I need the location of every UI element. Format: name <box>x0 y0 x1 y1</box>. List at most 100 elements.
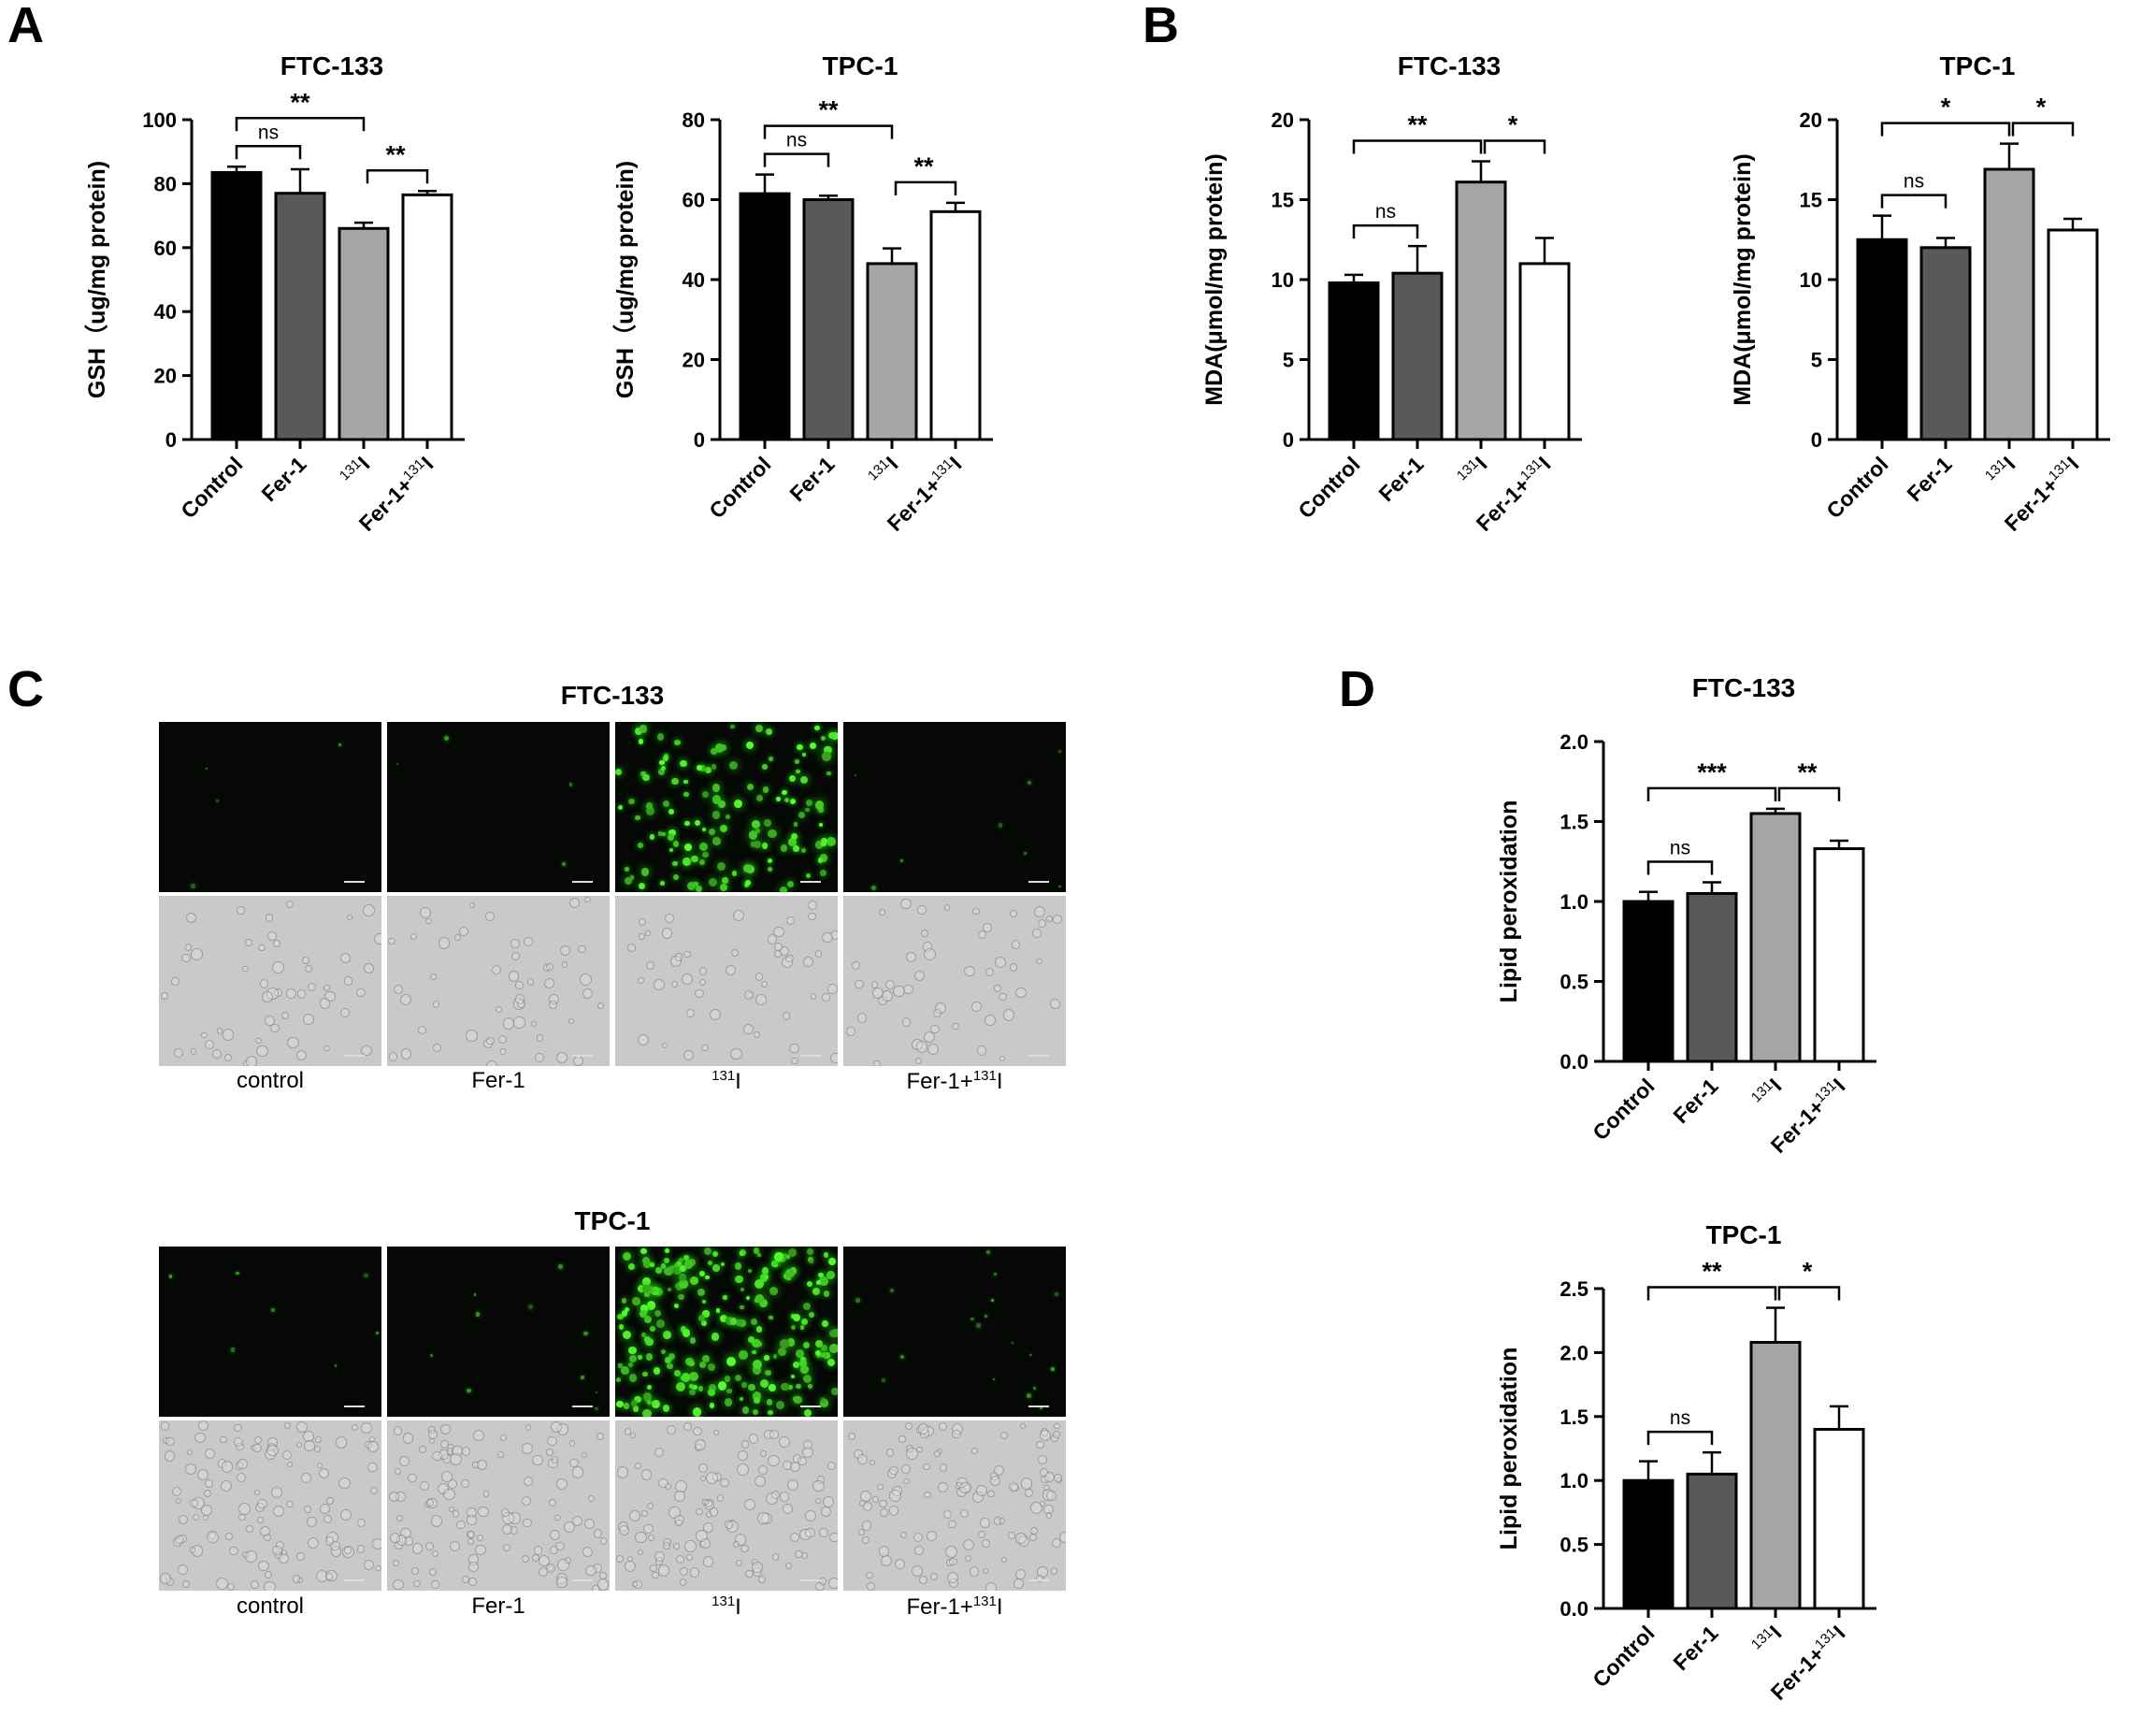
brightfield-cell <box>994 957 1006 969</box>
fluorescent-cell <box>230 1348 235 1352</box>
fluorescent-cell <box>644 1316 653 1324</box>
fluorescent-cell <box>780 844 788 852</box>
brightfield-cell <box>698 1463 709 1474</box>
brightfield-cell <box>650 1564 658 1573</box>
brightfield-cell <box>647 1503 654 1510</box>
fluorescent-cell <box>739 1350 748 1360</box>
fluorescent-cell <box>779 886 787 892</box>
brightfield-cell <box>456 1520 466 1530</box>
fluorescent-cell <box>711 795 722 804</box>
brightfield-cell <box>1009 962 1018 972</box>
brightfield-cell <box>545 963 553 972</box>
brightfield-cell <box>266 1444 279 1457</box>
y-tick-label: 2.0 <box>1560 1341 1588 1364</box>
brightfield-cell <box>867 1582 876 1591</box>
brightfield-cell <box>272 1505 284 1517</box>
brightfield-cell <box>767 934 778 944</box>
bar-fer-1 <box>802 198 855 441</box>
microscopy-label: Fer-1+131I <box>906 1068 1003 1094</box>
brightfield-cell <box>862 1521 872 1531</box>
fluorescent-cell <box>623 1251 632 1261</box>
fluorescent-cell <box>474 1293 477 1296</box>
brightfield-cell <box>1011 939 1021 949</box>
fluorescent-cell <box>661 1263 667 1269</box>
x-tick-label: Fer-1 <box>1668 1621 1722 1675</box>
brightfield-cell <box>752 1561 764 1573</box>
significance-label: ** <box>1407 110 1428 138</box>
brightfield-cell <box>265 914 274 922</box>
scale-bar <box>572 1406 593 1407</box>
brightfield-cell <box>189 1547 196 1553</box>
brightfield-cell <box>185 944 193 951</box>
fluorescent-cell <box>798 811 806 819</box>
y-axis-label: Lipid peroxidation <box>1496 800 1522 1003</box>
fluorescent-cell <box>624 867 629 872</box>
fluorescent-cell <box>667 1288 671 1292</box>
x-tick-label: Control <box>176 452 247 523</box>
fluorescent-cell <box>809 742 817 750</box>
fluorescent-cell <box>801 752 806 757</box>
significance-bracket <box>1646 786 1777 801</box>
fluorescent-cell <box>683 1255 689 1261</box>
fluorescent-cell <box>985 1249 991 1255</box>
significance-label: ** <box>290 88 310 116</box>
fluorescent-cell <box>701 827 707 832</box>
brightfield-cell <box>438 937 451 949</box>
fluorescent-cell <box>595 1406 599 1411</box>
brightfield-cell <box>514 994 525 1004</box>
brightfield-cell <box>681 973 694 985</box>
brightfield-cell <box>855 979 864 989</box>
fluorescent-cell <box>583 1331 588 1335</box>
fluorescent-cell <box>674 1369 682 1377</box>
fluorescent-cell <box>818 823 824 828</box>
brightfield-cell <box>485 1036 495 1045</box>
brightfield-cell <box>413 1579 421 1588</box>
fluorescent-cell <box>714 743 725 753</box>
brightfield-cell <box>755 994 767 1005</box>
brightfield-cell <box>913 970 925 981</box>
brightfield-cell <box>343 976 353 986</box>
brightfield-cell <box>1030 1501 1042 1514</box>
fluorescent-cell <box>785 1269 795 1278</box>
brightfield-cell <box>785 954 795 963</box>
fluorescent-cell <box>683 779 688 785</box>
fluorescent-cell <box>799 775 808 784</box>
brightfield-cell <box>174 1048 183 1059</box>
fluorescent-cell <box>623 1331 632 1340</box>
brightfield-cell <box>972 907 980 915</box>
fluorescent-cell <box>692 1385 697 1391</box>
fluorescent-cell <box>976 1323 981 1328</box>
brightfield-cell <box>737 1449 748 1461</box>
brightfield-cell <box>1008 1481 1018 1492</box>
scale-bar <box>800 1406 821 1407</box>
fluorescent-cell <box>562 861 567 866</box>
y-tick-label: 40 <box>683 268 705 292</box>
brightfield-cell <box>1013 1579 1024 1589</box>
fluorescent-cell <box>793 845 799 852</box>
fluorescent-cell <box>689 1389 696 1396</box>
fluorescent-cell <box>663 1405 670 1412</box>
brightfield-cell <box>812 1479 825 1492</box>
y-tick-label: 60 <box>683 189 705 212</box>
brightfield-cell <box>679 1579 687 1587</box>
fluorescent-cell <box>680 1265 687 1272</box>
fluorescence-image <box>843 722 1066 892</box>
fluorescent-cell <box>755 1294 764 1304</box>
brightfield-cell <box>938 1482 949 1493</box>
brightfield-cell <box>789 1044 799 1054</box>
fluorescent-cell <box>803 1408 812 1417</box>
brightfield-cell <box>565 1556 572 1564</box>
brightfield-cell <box>432 1550 439 1558</box>
fluorescent-cell <box>643 1290 650 1297</box>
brightfield-cell <box>905 951 917 962</box>
significance-bracket <box>894 180 957 195</box>
fluorescent-cell <box>658 759 665 766</box>
fluorescent-cell <box>711 1333 720 1341</box>
brightfield-cell <box>785 915 795 925</box>
brightfield-cell <box>561 961 568 968</box>
fluorescent-cell <box>756 1341 762 1348</box>
brightfield-cell <box>709 1507 719 1517</box>
fluorescent-cell <box>821 1351 827 1358</box>
fluorescent-cell <box>669 848 674 853</box>
brightfield-cell <box>805 1527 815 1538</box>
